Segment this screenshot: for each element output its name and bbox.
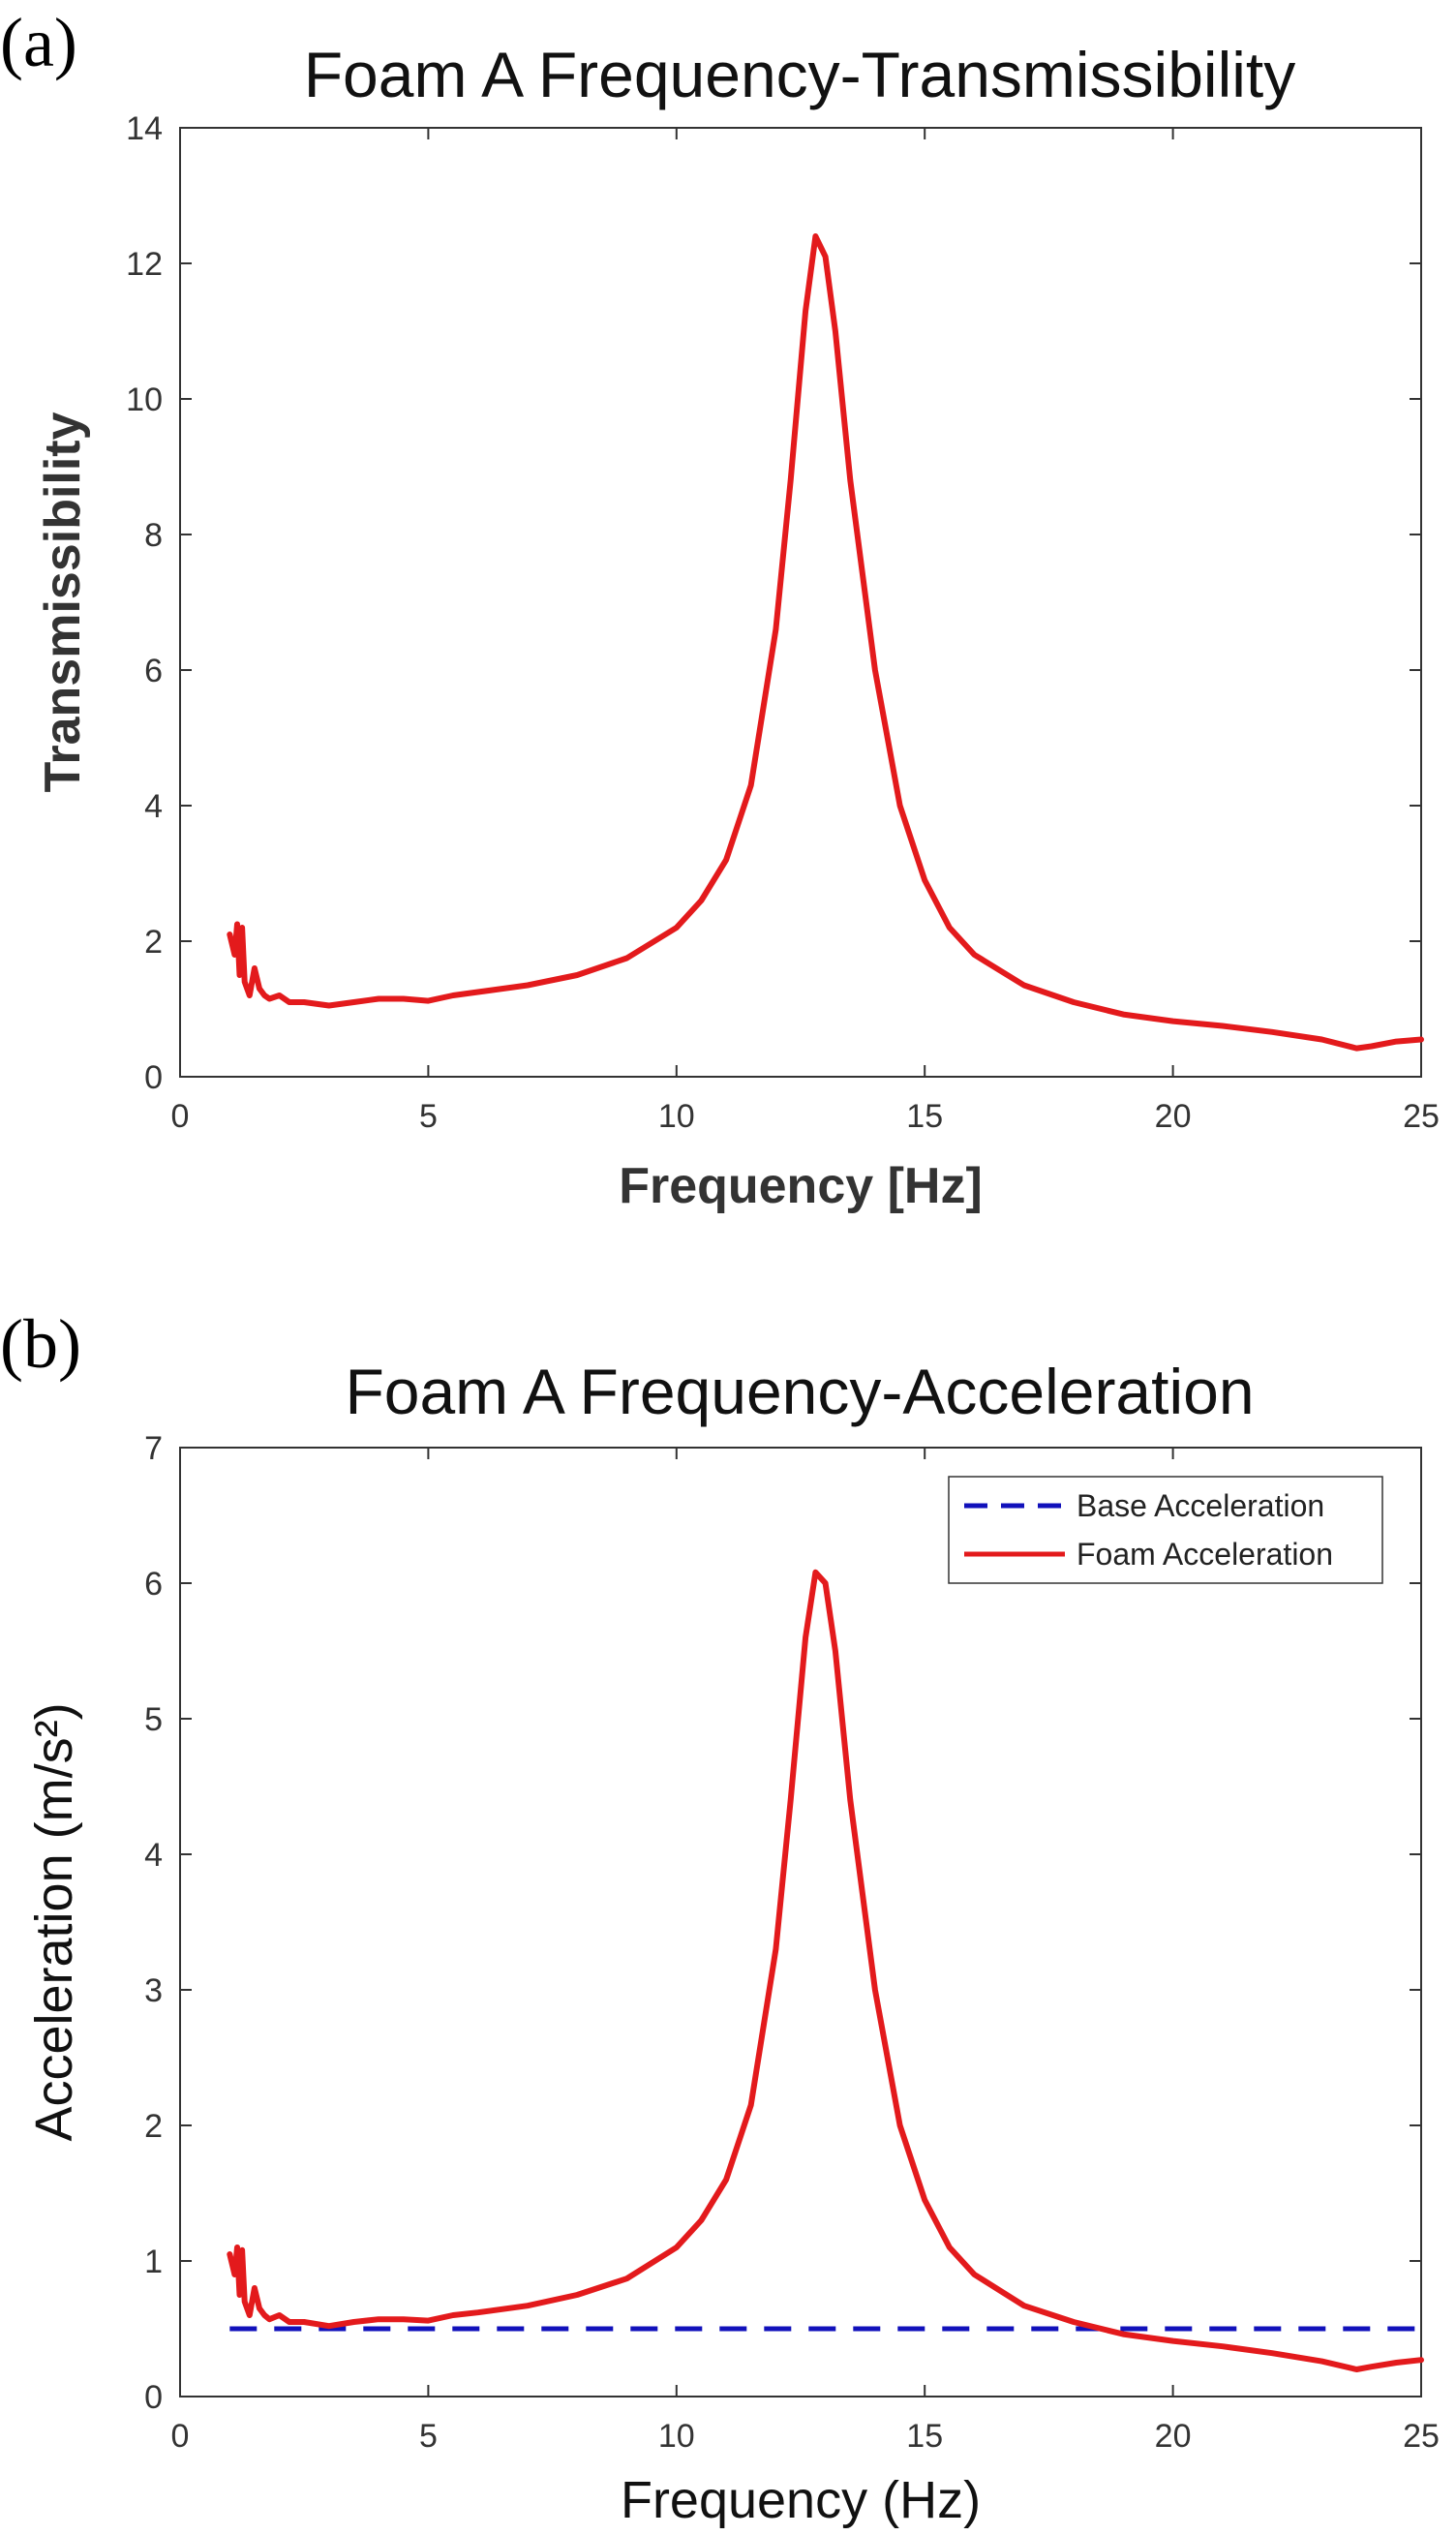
y-tick-label: 10 — [126, 382, 163, 418]
x-tick-label: 25 — [1403, 1098, 1440, 1135]
x-tick-label: 20 — [1155, 2418, 1192, 2455]
panel-label: (a) — [0, 4, 77, 81]
y-tick-label: 4 — [144, 788, 163, 825]
chart-title: Foam A Frequency-Acceleration — [345, 1356, 1254, 1427]
y-tick-label: 12 — [126, 246, 163, 283]
y-tick-label: 8 — [144, 517, 163, 554]
x-tick-label: 5 — [419, 1098, 438, 1135]
legend-entry: Foam Acceleration — [1077, 1537, 1333, 1572]
y-tick-label: 1 — [144, 2244, 163, 2280]
series-line-foam-acceleration — [227, 1569, 1424, 2372]
y-tick-label: 3 — [144, 1972, 163, 2009]
x-tick-label: 10 — [658, 1098, 695, 1135]
y-tick-label: 6 — [144, 653, 163, 689]
x-tick-label: 5 — [419, 2418, 438, 2455]
x-tick-label: 0 — [171, 2418, 190, 2455]
plot-area-frame — [179, 1447, 1422, 2398]
x-tick-label: 10 — [658, 2418, 695, 2455]
y-tick-label: 0 — [144, 1059, 163, 1096]
x-tick-label: 25 — [1403, 2418, 1440, 2455]
y-tick-label: 6 — [144, 1566, 163, 1603]
y-axis-label: Transmissibility — [35, 412, 91, 792]
y-tick-label: 14 — [126, 110, 163, 147]
y-tick-label: 2 — [144, 924, 163, 961]
chart-title: Foam A Frequency-Transmissibility — [304, 39, 1296, 110]
series-line-0 — [227, 233, 1424, 1052]
y-tick-label: 5 — [144, 1701, 163, 1738]
x-tick-label: 20 — [1155, 1098, 1192, 1135]
x-axis-label: Frequency [Hz] — [619, 1158, 983, 1214]
legend: Base Acceleration Foam Acceleration — [948, 1476, 1383, 1584]
x-axis-label: Frequency (Hz) — [621, 2471, 981, 2529]
y-tick-label: 7 — [144, 1430, 163, 1467]
y-axis-label: Acceleration (m/s²) — [25, 1702, 83, 2141]
x-tick-label: 0 — [171, 1098, 190, 1135]
y-tick-label: 4 — [144, 1837, 163, 1874]
legend-box — [948, 1476, 1383, 1584]
plot-area-frame — [179, 127, 1422, 1078]
y-tick-label: 0 — [144, 2379, 163, 2416]
panel-label: (b) — [0, 1305, 81, 1383]
y-tick-label: 2 — [144, 2108, 163, 2145]
legend-entry: Base Acceleration — [1077, 1488, 1324, 1523]
x-tick-label: 15 — [906, 1098, 943, 1135]
chart-panel-a: (a) Foam A Frequency-Transmissibility 0 5 10… — [0, 4, 1440, 1214]
x-tick-label: 15 — [906, 2418, 943, 2455]
